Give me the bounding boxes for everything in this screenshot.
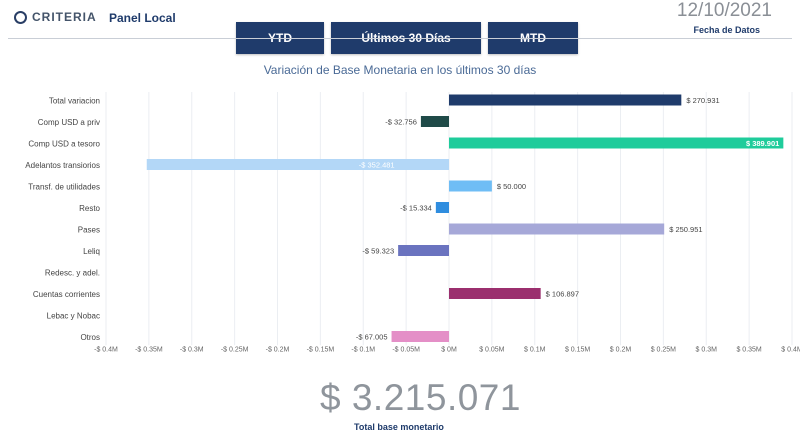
x-tick-label: $ 0.3M xyxy=(696,346,718,353)
category-label: Transf. de utilidades xyxy=(28,183,100,192)
category-label: Cuentas corrientes xyxy=(33,290,100,299)
data-label: -$ 67.005 xyxy=(356,333,388,342)
panel-title: Panel Local xyxy=(109,11,176,25)
total-label: Total base monetario xyxy=(354,422,444,432)
data-date-label: Fecha de Datos xyxy=(693,25,760,35)
data-label: $ 106.897 xyxy=(546,290,579,299)
logo-text: CRITERIA xyxy=(32,10,97,24)
x-tick-label: $ 0.2M xyxy=(610,346,632,353)
x-tick-label: -$ 0.1M xyxy=(351,346,375,353)
bar xyxy=(449,180,492,192)
category-label: Leliq xyxy=(83,247,100,256)
x-tick-label: $ 0.1M xyxy=(524,346,546,353)
bar-chart: -$ 0.4M -$ 0.35M -$ 0.3M -$ 0.25M -$ 0.2M -$ … xyxy=(25,92,800,353)
category-label: Pases xyxy=(78,226,100,235)
chart-title: Variación de Base Monetaria en los últim… xyxy=(263,63,537,77)
x-tick-label: $ 0M xyxy=(441,346,457,353)
category-label: Lebac y Nobac xyxy=(47,312,100,321)
x-tick-label: -$ 0.05M xyxy=(392,346,420,353)
total-value: $ 3.215.071 xyxy=(320,377,521,418)
header: CRITERIA Panel Local YTD Últimos 30 Días… xyxy=(0,0,800,56)
category-label: Total variacion xyxy=(49,97,100,106)
logo-ring-icon xyxy=(14,10,27,24)
logo: CRITERIA xyxy=(14,10,97,24)
x-tick-label: $ 0.25M xyxy=(651,346,676,353)
header-divider xyxy=(8,38,792,39)
data-label: -$ 59.323 xyxy=(362,247,394,256)
x-tick-label: $ 0.35M xyxy=(736,346,761,353)
category-label: Redesc. y adel. xyxy=(45,269,100,278)
data-label: -$ 15.334 xyxy=(400,204,432,213)
x-tick-label: $ 0.15M xyxy=(565,346,590,353)
bar xyxy=(449,94,682,106)
bar xyxy=(420,116,449,127)
bar xyxy=(391,331,449,342)
x-tick-label: -$ 0.3M xyxy=(180,346,204,353)
x-tick-label: $ 0.4M xyxy=(781,346,800,353)
category-label: Comp USD a priv xyxy=(38,118,100,127)
bar xyxy=(398,245,449,256)
data-label: $ 250.951 xyxy=(669,225,702,234)
category-label: Adelantos transiorios xyxy=(25,161,100,170)
category-label: Comp USD a tesoro xyxy=(28,140,100,149)
bar xyxy=(435,202,449,213)
bar xyxy=(449,137,784,149)
data-label: $ 50.000 xyxy=(497,182,526,191)
data-label: $ 270.931 xyxy=(686,96,719,105)
data-label: $ 389.901 xyxy=(746,139,779,148)
x-tick-label: -$ 0.25M xyxy=(221,346,249,353)
x-tick-label: -$ 0.15M xyxy=(307,346,335,353)
bar xyxy=(449,288,541,299)
x-tick-label: $ 0.05M xyxy=(479,346,504,353)
x-tick-label: -$ 0.4M xyxy=(94,346,118,353)
category-label: Resto xyxy=(79,204,100,213)
data-date: 12/10/2021 xyxy=(676,0,772,21)
x-tick-label: -$ 0.35M xyxy=(135,346,163,353)
category-label: Otros xyxy=(80,333,100,342)
bar xyxy=(146,159,449,170)
data-label: -$ 32.756 xyxy=(385,118,417,127)
data-label: -$ 352.481 xyxy=(359,161,395,170)
bar xyxy=(449,223,665,235)
x-tick-label: -$ 0.2M xyxy=(266,346,290,353)
